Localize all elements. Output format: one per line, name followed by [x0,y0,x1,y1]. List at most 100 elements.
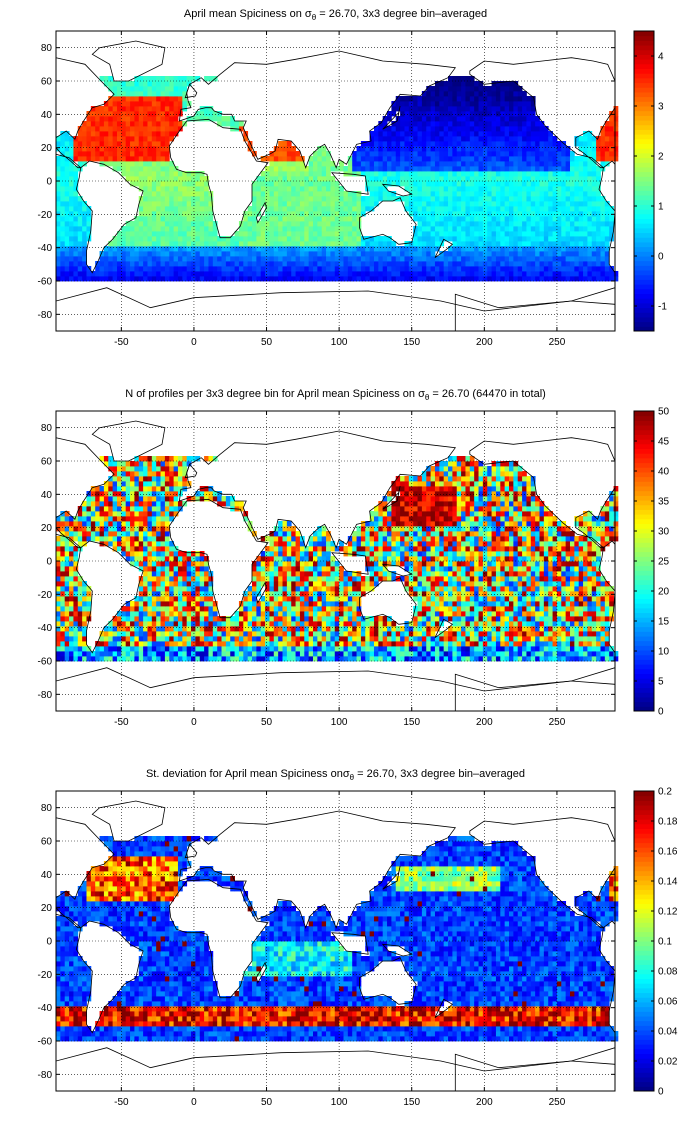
data-cell [238,641,244,647]
data-cell [360,261,366,267]
data-cell [60,276,66,282]
data-cell [156,126,161,132]
data-cell [304,646,310,652]
data-cell [360,256,366,262]
data-cell [382,241,388,247]
data-cell [330,241,336,247]
data-cell [482,656,488,662]
data-cell [230,121,235,127]
data-cell [304,621,310,627]
data-cell [526,621,532,627]
data-cell [495,151,501,157]
data-cell [530,641,536,647]
data-cell [308,271,314,277]
data-cell [417,166,423,172]
data-cell [56,176,61,182]
data-cell [509,161,514,167]
data-cell [73,171,79,177]
data-cell [191,636,196,642]
data-cell [116,256,122,262]
data-cell [413,166,418,172]
data-cell [482,196,488,202]
data-cell [583,181,588,187]
data-cell [522,101,527,107]
data-cell [404,121,410,127]
data-cell [596,246,601,252]
data-cell [495,221,501,227]
data-cell [609,271,614,277]
data-cell [578,231,584,237]
data-cell [95,271,100,277]
data-cell [260,241,266,247]
data-cell [199,116,205,122]
data-cell [495,136,501,142]
data-cell [552,191,558,197]
data-cell [522,626,527,632]
data-cell [269,156,275,162]
data-cell [517,211,523,217]
data-cell [317,186,323,192]
data-cell [600,141,606,147]
data-cell [421,116,427,122]
data-cell [413,156,418,162]
data-cell [156,276,161,282]
data-cell [482,236,488,242]
data-cell [596,646,601,652]
data-cell [461,91,466,97]
data-cell [452,171,458,177]
data-cell [500,166,506,172]
data-cell [334,211,340,217]
data-cell [134,241,140,247]
data-cell [352,631,357,637]
data-cell [548,136,553,142]
data-cell [408,186,414,192]
data-cell [95,641,100,647]
data-cell [125,106,131,112]
data-cell [291,211,296,217]
data-cell [103,261,109,267]
data-cell [443,256,449,262]
data-cell [138,201,144,207]
data-cell [138,656,144,662]
data-cell [116,136,122,142]
data-cell [565,256,571,262]
data-cell [395,276,401,282]
data-cell [604,246,610,252]
data-cell [177,181,183,187]
data-cell [417,191,423,197]
data-cell [291,181,296,187]
data-cell [73,651,79,657]
data-cell [73,251,79,257]
data-cell [578,251,584,257]
data-cell [269,271,275,277]
data-cell [352,656,357,662]
data-cell [378,246,384,252]
data-cell [478,641,484,647]
data-cell [360,201,366,207]
data-cell [56,271,61,277]
data-cell [82,121,87,127]
data-cell [160,196,166,202]
data-cell [609,276,614,282]
data-cell [252,641,257,647]
data-cell [138,251,144,257]
data-cell [487,206,492,212]
data-cell [312,621,318,627]
data-cell [208,656,214,662]
data-cell [208,106,214,112]
data-cell [378,631,384,637]
data-cell [173,256,179,262]
data-cell [151,271,157,277]
data-cell [535,631,540,637]
data-cell [173,631,179,637]
data-cell [352,251,357,257]
data-cell [138,156,144,162]
data-cell [64,196,70,202]
data-cell [522,236,527,242]
data-cell [539,236,545,242]
data-cell [517,171,523,177]
data-cell [543,201,549,207]
data-cell [413,211,418,217]
data-cell [112,261,118,267]
data-cell [121,86,127,92]
